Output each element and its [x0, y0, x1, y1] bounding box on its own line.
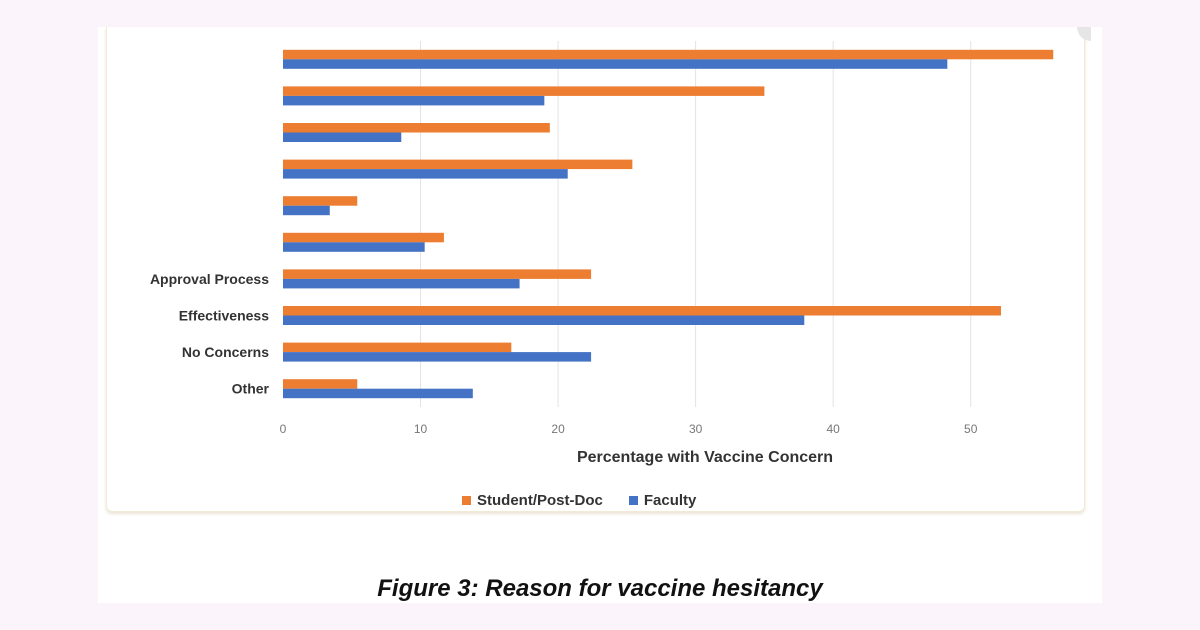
- legend-item-faculty: Faculty: [628, 491, 697, 509]
- bar-student: [283, 379, 358, 389]
- x-tick-label: 20: [551, 422, 565, 436]
- bar-faculty: [283, 242, 425, 252]
- bar-student: [283, 269, 592, 279]
- bar-faculty: [283, 388, 473, 399]
- x-tick-label: 30: [689, 422, 703, 436]
- x-tick-label: 10: [414, 422, 428, 436]
- legend-label-student: Student/Post-Doc: [477, 491, 603, 509]
- chart-legend: Student/Post-Doc Faculty: [462, 490, 722, 510]
- bar-faculty: [283, 95, 545, 106]
- bar-faculty: [283, 205, 330, 216]
- legend-item-student: Student/Post-Doc: [462, 492, 603, 509]
- category-label: Approval Process: [150, 271, 269, 287]
- bar-faculty: [283, 132, 402, 142]
- bar-student: [283, 123, 550, 133]
- bar-faculty: [283, 169, 568, 179]
- legend-swatch-student: [462, 495, 471, 505]
- category-label: No Concerns: [182, 344, 269, 360]
- x-axis-title: Percentage with Vaccine Concern: [577, 449, 833, 466]
- bar-student: [283, 232, 444, 243]
- bar-student: [283, 342, 512, 353]
- bar-chart: Approval Process Effectiveness No Concerns…: [150, 41, 1054, 466]
- category-label: Other: [232, 381, 270, 397]
- chart-panel: Approval Process Effectiveness No Concerns…: [106, 27, 1091, 512]
- bar-student: [283, 159, 633, 170]
- figure-card: Approval Process Effectiveness No Concerns…: [98, 27, 1102, 603]
- bar-student: [283, 86, 765, 96]
- bar-student: [283, 49, 1054, 60]
- x-tick-label: 0: [280, 422, 287, 436]
- x-tick-label: 40: [826, 422, 840, 436]
- bar-faculty: [283, 352, 592, 362]
- legend-label-faculty: Faculty: [643, 491, 697, 509]
- legend-swatch-faculty: [628, 495, 638, 505]
- bar-student: [283, 196, 358, 206]
- bar-faculty: [283, 315, 805, 325]
- bar-student: [283, 306, 1001, 316]
- figure-caption: Figure 3: Reason for vaccine hesitancy: [377, 575, 823, 602]
- x-tick-label: 50: [964, 422, 978, 436]
- bar-faculty: [283, 278, 520, 289]
- bar-faculty: [283, 59, 948, 69]
- category-label: Effectiveness: [179, 308, 269, 324]
